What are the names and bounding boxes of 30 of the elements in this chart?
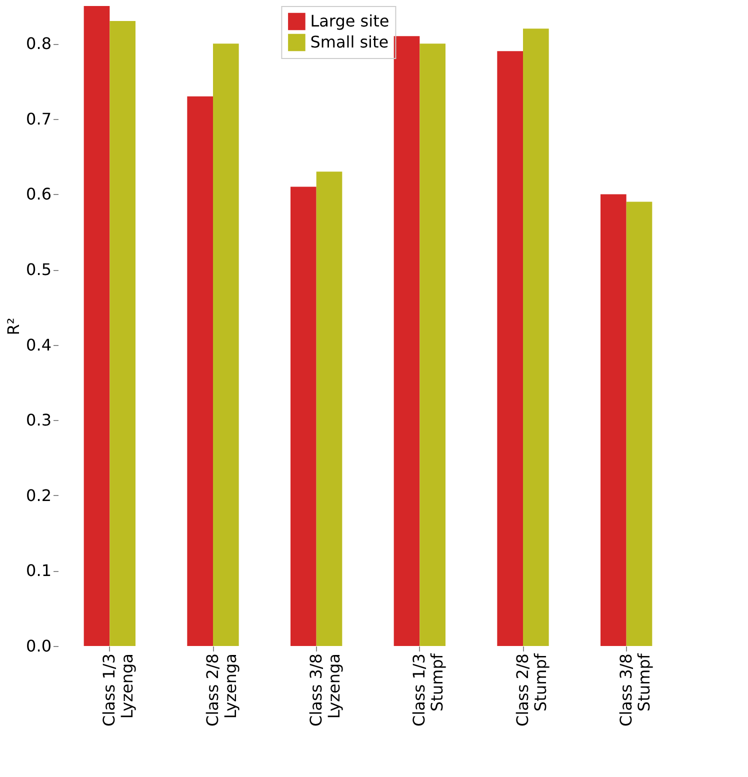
x-tick-label: Class 3/8 Stumpf (616, 653, 654, 726)
x-tick-label: Class 2/8 Lyzenga (203, 654, 240, 726)
bar (84, 6, 110, 646)
x-tick-label: Class 2/8 Stumpf (513, 653, 550, 726)
bar (110, 21, 136, 646)
bar (523, 28, 549, 646)
y-tick-label: 0.2 (26, 486, 52, 505)
y-tick-label: 0.4 (26, 335, 52, 354)
x-tick-label: Class 1/3 Lyzenga (100, 654, 137, 726)
x-tick-label: Class 1/3 Stumpf (410, 653, 447, 726)
y-tick-label: 0.8 (26, 34, 52, 54)
bar (213, 44, 239, 646)
bar (600, 194, 626, 646)
bar (290, 186, 316, 646)
legend-label: Large site (310, 12, 390, 30)
x-tick-label: Class 3/8 Lyzenga (306, 654, 344, 726)
legend-label: Small site (310, 32, 389, 52)
y-tick-label: 0.3 (26, 410, 52, 430)
bar (420, 44, 446, 646)
y-tick-label: 0.6 (26, 184, 52, 204)
bar (626, 202, 652, 646)
y-tick-label: 0.5 (26, 260, 52, 280)
bar (497, 51, 523, 646)
y-axis-title: R² (4, 318, 24, 336)
bar (394, 36, 420, 646)
y-tick-label: 0.1 (26, 561, 52, 580)
bar (316, 172, 342, 646)
bar (187, 96, 213, 646)
y-tick-label: 0.0 (26, 636, 52, 656)
y-tick-label: 0.7 (26, 109, 52, 128)
